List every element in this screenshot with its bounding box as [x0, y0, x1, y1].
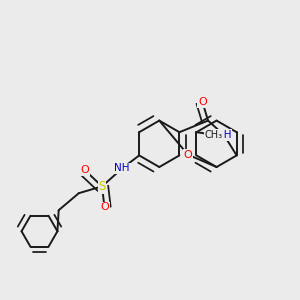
Text: NH: NH [114, 164, 130, 173]
Text: O: O [100, 202, 109, 212]
Text: O: O [81, 165, 89, 175]
Text: NH: NH [216, 130, 232, 140]
Text: O: O [184, 150, 192, 160]
Text: S: S [98, 180, 106, 193]
Text: O: O [198, 97, 207, 107]
Text: CH₃: CH₃ [204, 130, 223, 140]
